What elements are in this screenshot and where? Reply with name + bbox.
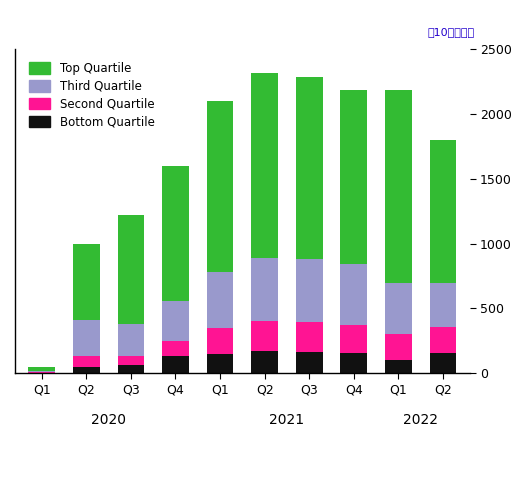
Bar [162,301,189,341]
Bar [340,90,367,265]
Bar [385,282,412,335]
Bar [118,365,144,373]
Bar [28,371,55,372]
Bar [207,354,233,373]
Bar [296,259,323,322]
Bar [251,73,278,258]
Bar [162,341,189,356]
Bar [251,321,278,351]
Bar [251,258,278,321]
Bar [340,325,367,353]
Bar [207,101,233,272]
Bar [296,352,323,373]
Bar [207,272,233,328]
Bar [118,324,144,356]
Bar [28,367,55,371]
Bar [73,367,100,373]
Text: （10億ドル）: （10億ドル） [427,27,474,37]
Bar [430,140,456,282]
Legend: Top Quartile, Third Quartile, Second Quartile, Bottom Quartile: Top Quartile, Third Quartile, Second Qua… [25,59,158,132]
Bar [340,353,367,373]
Bar [73,320,100,356]
Text: 2021: 2021 [269,414,305,428]
Bar [73,356,100,367]
Bar [430,327,456,352]
Bar [385,90,412,282]
Bar [207,328,233,354]
Bar [118,356,144,365]
Bar [251,351,278,373]
Bar [118,215,144,324]
Bar [385,360,412,373]
Bar [73,244,100,320]
Bar [162,166,189,301]
Bar [162,356,189,373]
Bar [430,352,456,373]
Text: 2020: 2020 [91,414,126,428]
Text: 2022: 2022 [403,414,438,428]
Bar [430,282,456,327]
Bar [385,335,412,360]
Bar [28,372,55,373]
Bar [340,265,367,325]
Bar [296,77,323,259]
Bar [296,322,323,352]
